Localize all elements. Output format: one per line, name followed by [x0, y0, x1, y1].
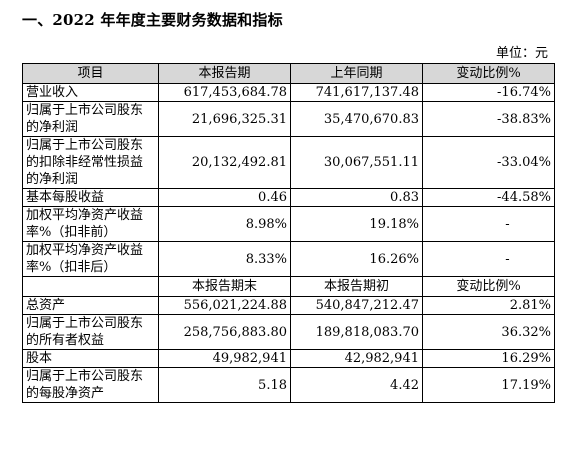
- current-value: 5.18: [158, 367, 291, 403]
- row-label: 营业收入: [22, 83, 159, 102]
- change-ratio: -38.83%: [422, 101, 555, 137]
- previous-value: 42,982,941: [290, 349, 423, 368]
- table-row: 股本 49,982,941 42,982,941 16.29%: [22, 349, 555, 368]
- previous-value: 4.42: [290, 367, 423, 403]
- previous-value: 16.26%: [290, 241, 423, 277]
- row-label: 基本每股收益: [22, 188, 159, 207]
- current-value: 556,021,224.88: [158, 296, 291, 315]
- table-row: 归属于上市公司股东的所有者权益 258,756,883.80 189,818,083…: [22, 314, 555, 350]
- column-header-period-start: 本报告期初: [290, 276, 423, 297]
- previous-value: 35,470,670.83: [290, 101, 423, 137]
- change-ratio-dash: -: [505, 216, 510, 232]
- table-row: 营业收入 617,453,684.78 741,617,137.48 -16.74%: [22, 83, 555, 102]
- financial-data-table: 项目 本报告期 上年同期 变动比例% 营业收入 617,453,684.78 741…: [22, 63, 555, 403]
- row-label: 归属于上市公司股东的所有者权益: [22, 314, 159, 350]
- change-ratio-dash: -: [505, 251, 510, 267]
- row-label: 加权平均净资产收益率%（扣非后）: [22, 241, 159, 277]
- row-label: 股本: [22, 349, 159, 368]
- change-ratio: 16.29%: [422, 349, 555, 368]
- current-value: 8.33%: [158, 241, 291, 277]
- table-row: 加权平均净资产收益率%（扣非前） 8.98% 19.18% -: [22, 206, 555, 242]
- current-value: 617,453,684.78: [158, 83, 291, 102]
- current-value: 49,982,941: [158, 349, 291, 368]
- table-row: 归属于上市公司股东的净利润 21,696,325.31 35,470,670.83-…: [22, 101, 555, 137]
- row-label: 总资产: [22, 296, 159, 315]
- table-row: 归属于上市公司股东的扣除非经常性损益的净利润 20,132,492.81 30,06…: [22, 136, 555, 189]
- table-row: 加权平均净资产收益率%（扣非后） 8.33% 16.26% -: [22, 241, 555, 277]
- previous-value: 19.18%: [290, 206, 423, 242]
- table-row: 基本每股收益 0.46 0.83 -44.58%: [22, 188, 555, 207]
- current-value: 258,756,883.80: [158, 314, 291, 350]
- current-value: 0.46: [158, 188, 291, 207]
- row-label: 归属于上市公司股东的每股净资产: [22, 367, 159, 403]
- previous-value: 189,818,083.70: [290, 314, 423, 350]
- previous-value: 540,847,212.47: [290, 296, 423, 315]
- change-ratio: -: [422, 206, 555, 242]
- change-ratio: -33.04%: [422, 136, 555, 189]
- change-ratio: -44.58%: [422, 188, 555, 207]
- column-header-change-ratio: 变动比例%: [422, 63, 555, 84]
- table-row: 归属于上市公司股东的每股净资产 5.18 4.42 17.19%: [22, 367, 555, 403]
- change-ratio: -: [422, 241, 555, 277]
- previous-value: 0.83: [290, 188, 423, 207]
- column-header-blank: [22, 276, 159, 297]
- column-header-current-period: 本报告期: [158, 63, 291, 84]
- section-title: 一、2022 年年度主要财务数据和指标: [22, 11, 283, 29]
- unit-label: 单位：元: [495, 46, 548, 61]
- column-header-period-end: 本报告期末: [158, 276, 291, 297]
- row-label: 加权平均净资产收益率%（扣非前）: [22, 206, 159, 242]
- change-ratio: 17.19%: [422, 367, 555, 403]
- change-ratio: 36.32%: [422, 314, 555, 350]
- change-ratio: -16.74%: [422, 83, 555, 102]
- row-label: 归属于上市公司股东的净利润: [22, 101, 159, 137]
- previous-value: 741,617,137.48: [290, 83, 423, 102]
- table-row: 总资产 556,021,224.88 540,847,212.47 2.81%: [22, 296, 555, 315]
- column-header-previous-period: 上年同期: [290, 63, 423, 84]
- column-header-item: 项目: [22, 63, 159, 84]
- column-header-change-ratio: 变动比例%: [422, 276, 555, 297]
- current-value: 20,132,492.81: [158, 136, 291, 189]
- previous-value: 30,067,551.11: [290, 136, 423, 189]
- table-subheader-row: 本报告期末 本报告期初 变动比例%: [22, 276, 555, 297]
- financial-table-body: 项目 本报告期 上年同期 变动比例% 营业收入 617,453,684.78 741…: [22, 63, 555, 403]
- table-header-row: 项目 本报告期 上年同期 变动比例%: [22, 63, 555, 84]
- row-label: 归属于上市公司股东的扣除非经常性损益的净利润: [22, 136, 159, 189]
- current-value: 21,696,325.31: [158, 101, 291, 137]
- current-value: 8.98%: [158, 206, 291, 242]
- change-ratio: 2.81%: [422, 296, 555, 315]
